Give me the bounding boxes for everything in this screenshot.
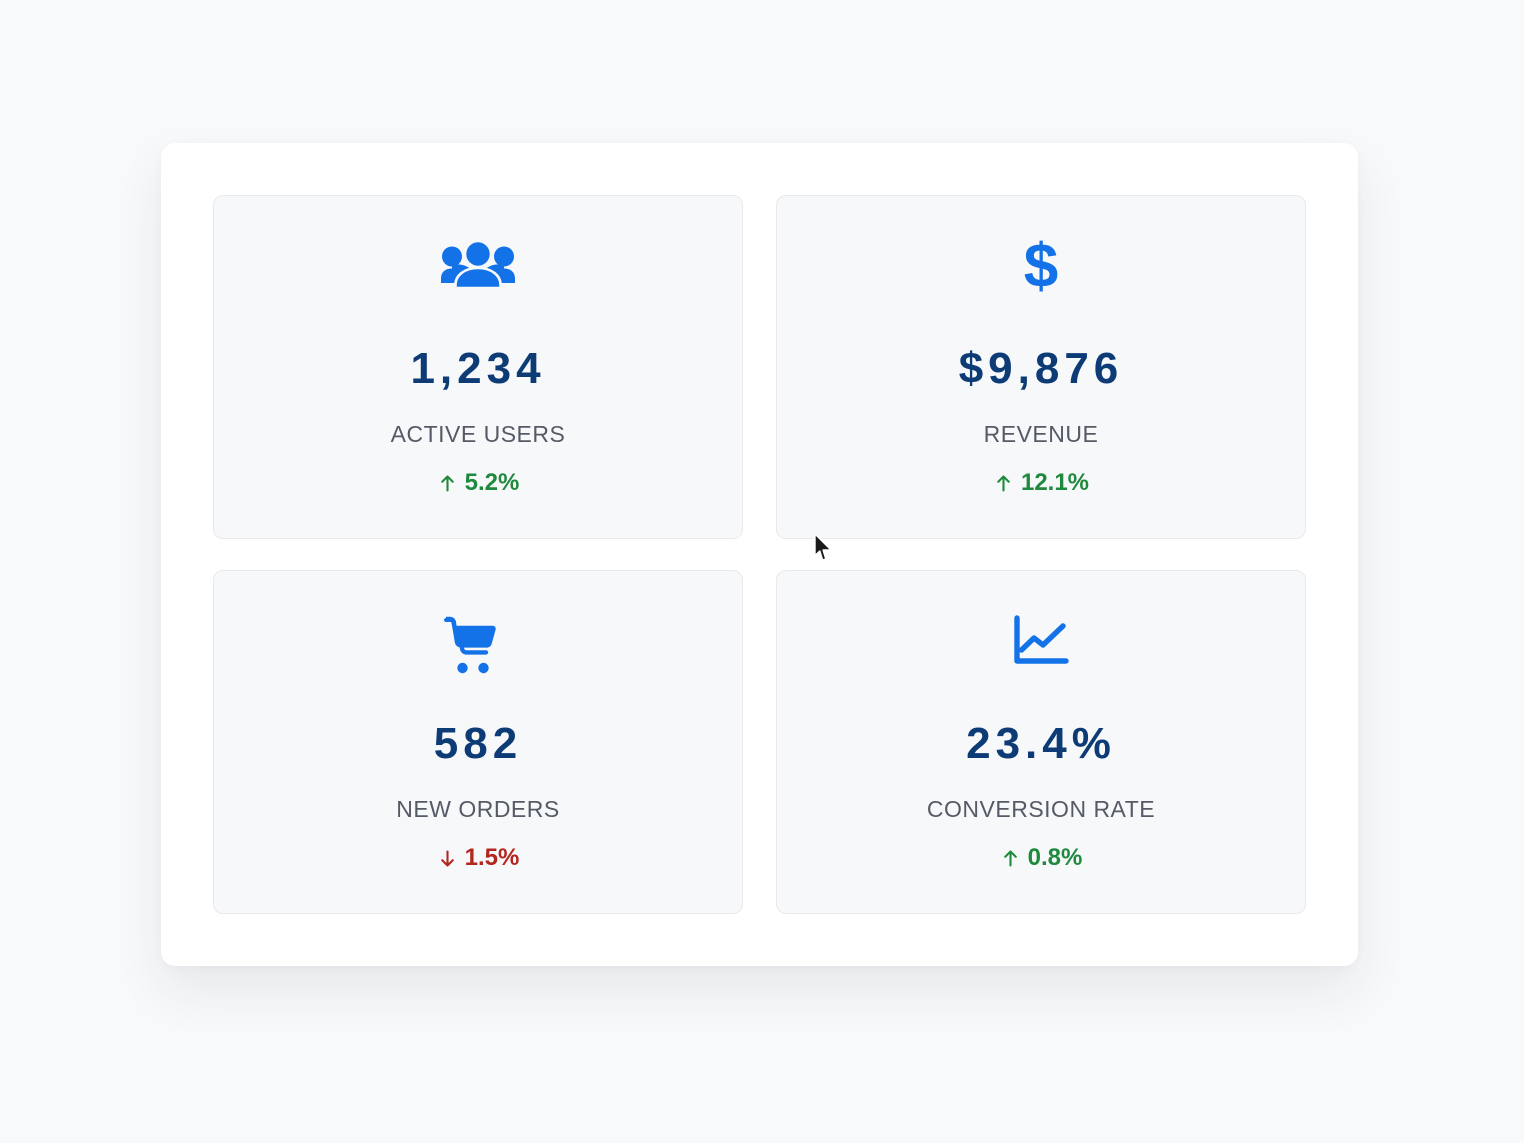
svg-text:$: $: [1024, 240, 1058, 298]
